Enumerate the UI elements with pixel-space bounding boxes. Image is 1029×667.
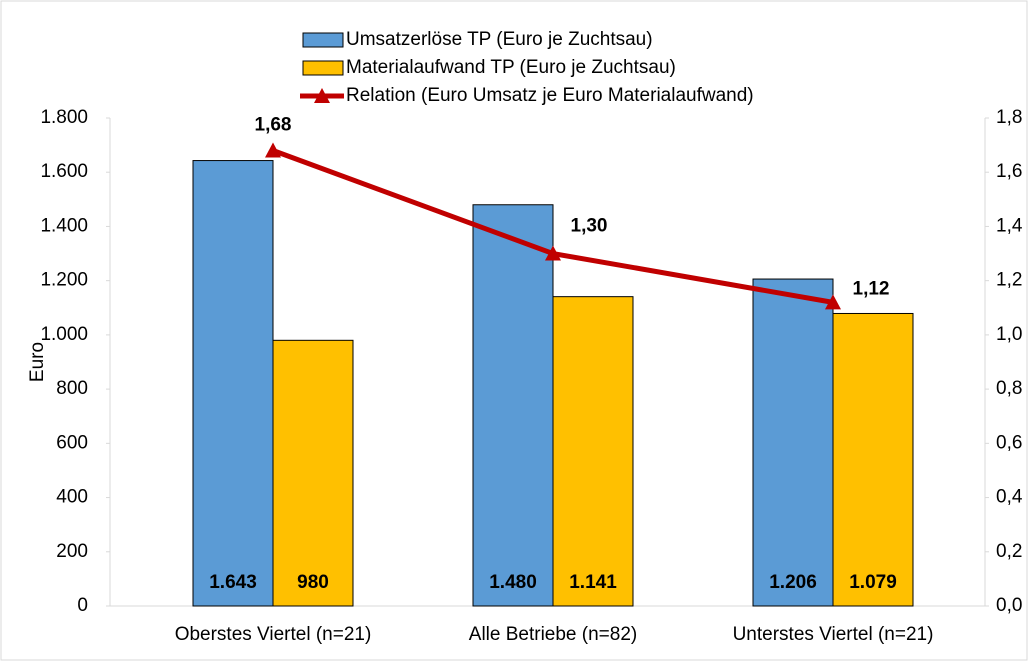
y-tick-label: 1.800	[40, 107, 88, 128]
bar	[472, 204, 554, 607]
y2-tick-label: 1,6	[996, 161, 1022, 182]
y-axis-title: Euro	[27, 342, 48, 382]
x-tick-label: Unterstes Viertel (n=21)	[733, 624, 934, 645]
y-tick-label: 1.000	[40, 324, 88, 345]
line-marker	[545, 245, 561, 261]
bar	[192, 160, 274, 607]
data-label: 980	[297, 572, 329, 593]
bar	[752, 278, 834, 607]
data-label: 1,12	[853, 278, 890, 299]
y2-tick-label: 1,2	[996, 270, 1022, 291]
data-label: 1.480	[489, 572, 537, 593]
data-label: 1.206	[769, 572, 817, 593]
data-label: 1.643	[209, 572, 257, 593]
legend-swatch	[302, 60, 344, 76]
legend-label: Umsatzerlöse TP (Euro je Zuchtsau)	[346, 29, 653, 50]
x-tick-label: Alle Betriebe (n=82)	[469, 624, 637, 645]
y-tick-label: 1.600	[40, 161, 88, 182]
bar	[832, 312, 914, 607]
y2-tick-label: 1,8	[996, 107, 1022, 128]
data-label: 1,30	[571, 216, 608, 237]
line-marker	[825, 294, 841, 310]
y2-tick-label: 0,2	[996, 541, 1022, 562]
y2-tick-label: 0,4	[996, 487, 1023, 508]
y2-tick-label: 0,6	[996, 432, 1022, 453]
bar	[272, 339, 354, 607]
y-tick-label: 1.200	[40, 270, 88, 291]
legend-label: Relation (Euro Umsatz je Euro Materialau…	[346, 85, 754, 106]
legend-swatch	[314, 88, 330, 103]
bar	[552, 296, 634, 607]
data-label: 1.141	[569, 572, 617, 593]
y-tick-label: 1.400	[40, 215, 88, 236]
line-marker	[265, 142, 281, 158]
legend-label: Materialaufwand TP (Euro je Zuchtsau)	[346, 57, 676, 78]
legend-swatch	[302, 32, 344, 48]
y-tick-label: 0	[77, 595, 88, 616]
y-tick-label: 600	[56, 432, 88, 453]
y2-tick-label: 1,4	[996, 215, 1023, 236]
data-label: 1.079	[849, 572, 897, 593]
y-tick-label: 400	[56, 487, 88, 508]
y-tick-label: 200	[56, 541, 88, 562]
x-tick-label: Oberstes Viertel (n=21)	[175, 624, 372, 645]
y-tick-label: 800	[56, 378, 88, 399]
y2-tick-label: 0,8	[996, 378, 1022, 399]
data-label: 1,68	[255, 115, 292, 136]
y2-tick-label: 1,0	[996, 324, 1022, 345]
y2-tick-label: 0,0	[996, 595, 1022, 616]
